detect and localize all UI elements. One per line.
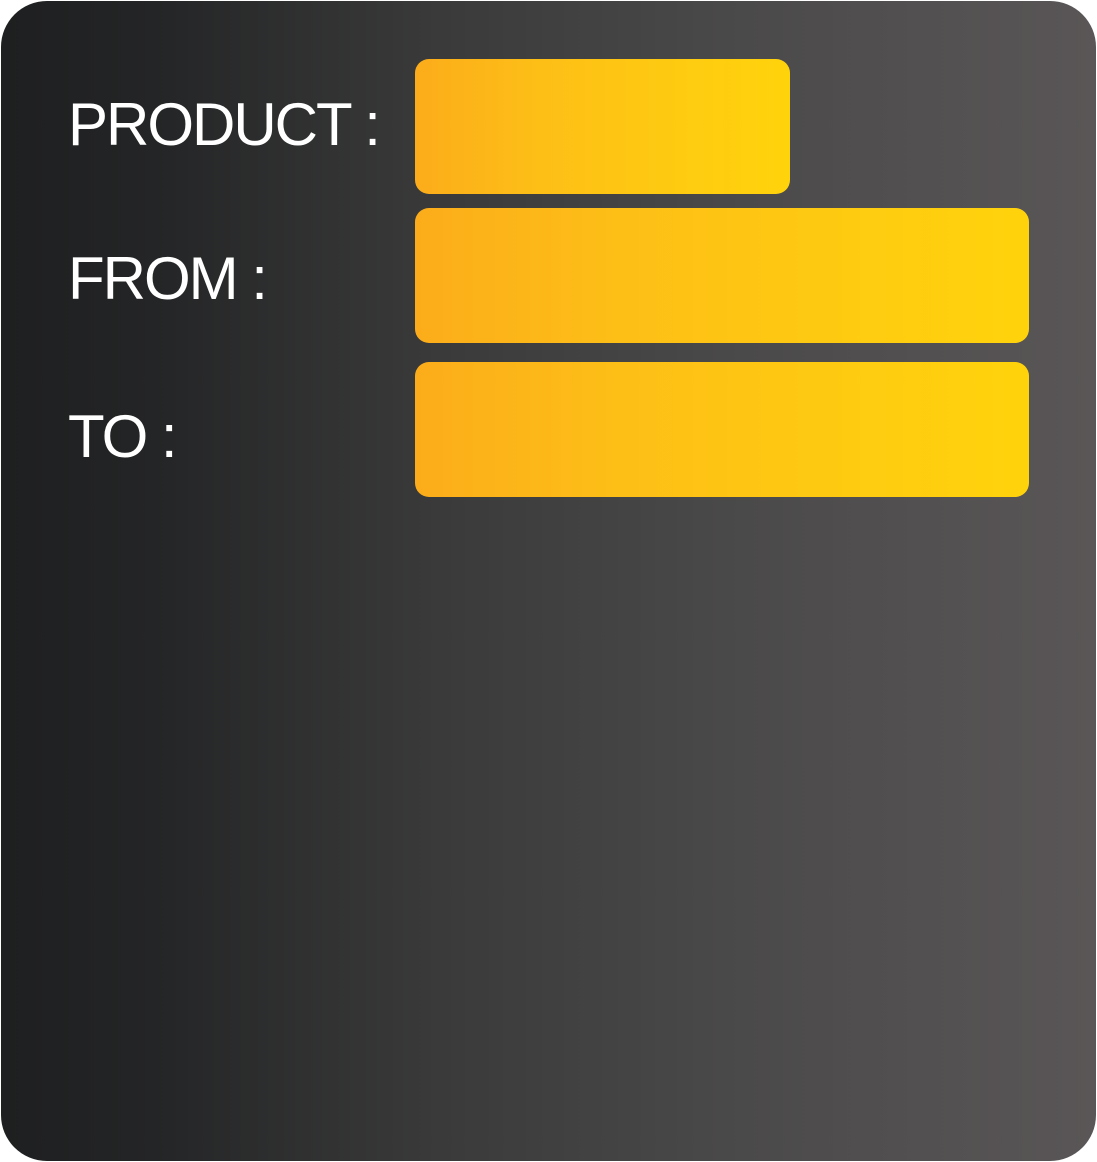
to-input[interactable] bbox=[415, 362, 1029, 497]
to-label: TO : bbox=[68, 403, 178, 470]
product-input[interactable] bbox=[415, 59, 790, 194]
product-label: PRODUCT : bbox=[68, 91, 381, 158]
from-label: FROM : bbox=[68, 245, 268, 312]
from-input[interactable] bbox=[415, 208, 1029, 343]
